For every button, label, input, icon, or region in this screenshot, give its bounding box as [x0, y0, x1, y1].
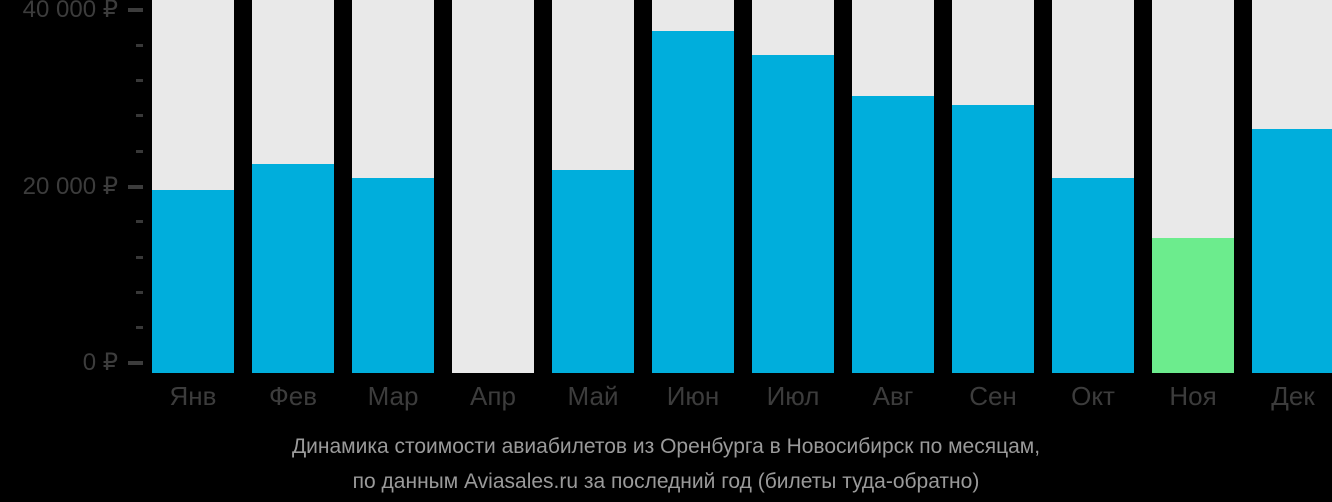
y-axis-major-tick — [128, 361, 143, 365]
x-axis-label: Сен — [969, 381, 1017, 411]
month-column — [452, 0, 534, 373]
month-column — [252, 0, 334, 373]
y-axis-minor-tick — [136, 255, 143, 259]
y-axis-major-tick — [128, 8, 143, 12]
month-column — [1052, 0, 1134, 373]
x-axis-label: Мар — [367, 381, 419, 411]
month-column — [1252, 0, 1332, 373]
price-bar[interactable] — [352, 177, 434, 373]
month-column — [652, 0, 734, 373]
x-axis-label: Фев — [268, 381, 318, 411]
price-bar[interactable] — [952, 105, 1034, 373]
y-axis-minor-tick — [136, 43, 143, 47]
y-axis-tick-label: 0 ₽ — [82, 349, 118, 376]
month-column — [752, 0, 834, 373]
price-bar[interactable] — [652, 31, 734, 373]
plot-area: 40 000 ₽ 20 000 ₽ 0 ₽ Янв Фев Мар Апр Май Июн Июл… — [22, 0, 1332, 411]
price-bar[interactable] — [752, 55, 834, 373]
chart-subtitle: по данным Aviasales.ru за последний год … — [352, 470, 980, 493]
y-axis-minor-tick — [136, 79, 143, 83]
y-axis-minor-tick — [136, 114, 143, 118]
x-axis-label: Май — [567, 381, 619, 411]
x-axis-label: Дек — [1271, 381, 1315, 411]
chart-caption: Динамика стоимости авиабилетов из Оренбу… — [0, 429, 1332, 499]
price-bar[interactable] — [552, 169, 634, 373]
y-axis-tick-label: 20 000 ₽ — [22, 172, 118, 200]
price-bar-lowest[interactable] — [1152, 237, 1234, 373]
chart-title: Динамика стоимости авиабилетов из Оренбу… — [291, 435, 1041, 458]
y-axis-minor-tick — [136, 326, 143, 330]
y-axis-major-tick — [128, 184, 143, 189]
x-axis-label: Янв — [169, 381, 217, 411]
x-axis-label: Окт — [1071, 381, 1115, 411]
month-column — [152, 0, 234, 373]
price-bar[interactable] — [1252, 129, 1332, 373]
y-axis-minor-tick — [136, 290, 143, 294]
x-axis-label: Апр — [470, 381, 516, 411]
x-axis-label: Ноя — [1169, 381, 1217, 411]
y-axis-minor-tick — [136, 220, 143, 224]
y-axis-tick-label: 40 000 ₽ — [22, 0, 118, 23]
price-bar[interactable] — [252, 164, 334, 373]
month-column — [352, 0, 434, 373]
x-axis-label: Июн — [666, 381, 720, 411]
price-bar[interactable] — [152, 190, 234, 373]
month-column — [1152, 0, 1234, 373]
month-column — [952, 0, 1034, 373]
x-axis-label: Авг — [872, 381, 914, 411]
y-axis-minor-tick — [136, 149, 143, 153]
x-axis-label: Июл — [766, 381, 820, 411]
price-bar[interactable] — [852, 95, 934, 373]
price-bar[interactable] — [1052, 177, 1134, 373]
month-column — [552, 0, 634, 373]
month-column — [852, 0, 934, 373]
